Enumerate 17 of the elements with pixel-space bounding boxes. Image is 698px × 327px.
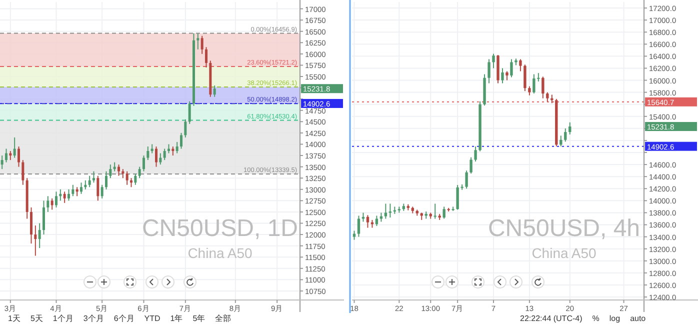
text: 5年 bbox=[192, 314, 206, 323]
text: YTD bbox=[144, 314, 160, 323]
text: 22:22:44 (UTC-4) bbox=[520, 314, 583, 323]
text: 6个月 bbox=[114, 314, 134, 323]
text: % bbox=[592, 314, 600, 323]
text: 全部 bbox=[215, 314, 232, 323]
text: 1年 bbox=[170, 314, 183, 323]
text: auto bbox=[630, 314, 646, 323]
text: China A50 bbox=[188, 245, 253, 261]
text: CN50USD, 4h bbox=[488, 215, 640, 242]
text: CN50USD, 1D bbox=[142, 215, 298, 242]
text: 1天 bbox=[8, 314, 20, 323]
text: log bbox=[609, 314, 620, 323]
text: 5天 bbox=[30, 314, 43, 323]
text: 3个月 bbox=[83, 314, 104, 323]
text: China A50 bbox=[532, 245, 597, 261]
text: 1个月 bbox=[52, 314, 74, 323]
